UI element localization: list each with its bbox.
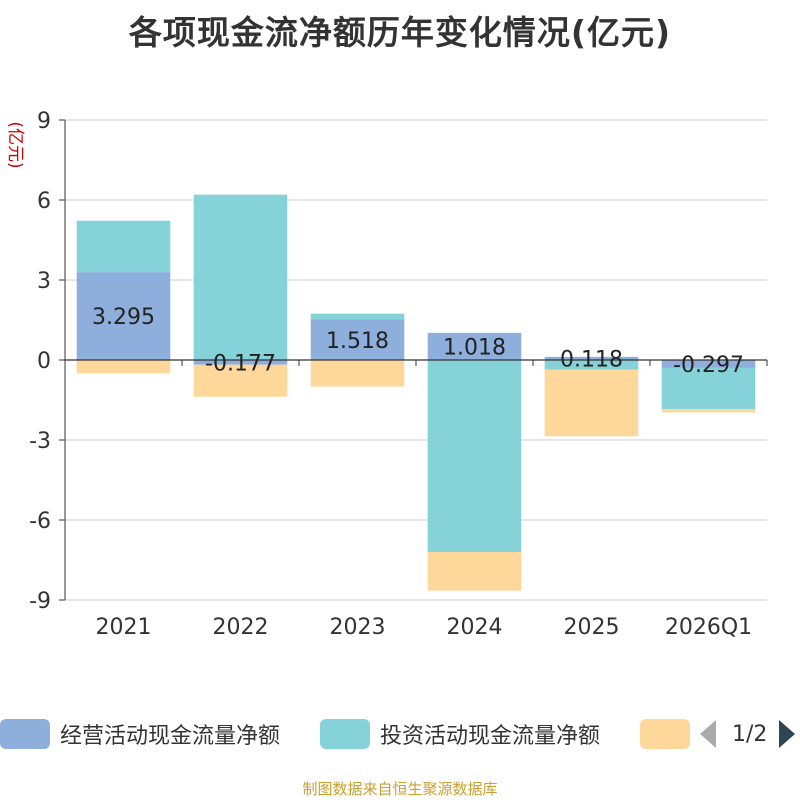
y-tick-label: 0 xyxy=(37,349,51,374)
bar-2021-投资活动现金流量净额[interactable] xyxy=(76,220,171,273)
legend-pager: 1/2 xyxy=(700,717,796,751)
bar-2021-经营活动现金流量净额[interactable] xyxy=(76,272,171,360)
x-tick-label: 2021 xyxy=(96,615,152,640)
y-tick-label: 9 xyxy=(37,109,51,134)
legend-swatch-operating xyxy=(0,719,50,749)
data-label: 1.018 xyxy=(443,335,506,360)
data-label: 0.118 xyxy=(560,347,623,372)
pager-prev-icon[interactable] xyxy=(700,720,716,748)
source-note: 制图数据来自恒生聚源数据库 xyxy=(302,780,498,798)
legend-label-investing: 投资活动现金流量净额 xyxy=(380,724,601,749)
bar-2025-经营活动现金流量净额[interactable] xyxy=(544,356,639,360)
data-label: -0.177 xyxy=(205,351,276,376)
bar-2024-经营活动现金流量净额[interactable] xyxy=(427,332,522,360)
bar-2026Q1-筹资活动现金流量净额[interactable] xyxy=(661,409,756,413)
bar-2025-筹资活动现金流量净额[interactable] xyxy=(544,369,639,437)
y-tick-label: 6 xyxy=(37,189,51,214)
bar-2021-筹资活动现金流量净额[interactable] xyxy=(76,360,171,374)
bar-2022-筹资活动现金流量净额[interactable] xyxy=(193,364,288,397)
legend-item-financing[interactable] xyxy=(640,717,690,751)
legend-swatch-investing xyxy=(320,719,370,749)
legend-label-operating: 经营活动现金流量净额 xyxy=(60,724,281,749)
bar-2024-筹资活动现金流量净额[interactable] xyxy=(427,552,522,591)
bar-2024-投资活动现金流量净额[interactable] xyxy=(427,360,522,552)
bar-2025-投资活动现金流量净额[interactable] xyxy=(544,360,639,370)
bar-2023-筹资活动现金流量净额[interactable] xyxy=(310,360,405,387)
bar-2022-经营活动现金流量净额[interactable] xyxy=(193,360,288,365)
bar-2026Q1-经营活动现金流量净额[interactable] xyxy=(661,360,756,368)
pager-text: 1/2 xyxy=(732,721,768,747)
bar-2023-经营活动现金流量净额[interactable] xyxy=(310,319,405,360)
pager-next-icon[interactable] xyxy=(779,720,796,748)
y-axis-label: (亿元) xyxy=(5,121,25,168)
legend-item-investing[interactable]: 投资活动现金流量净额 xyxy=(320,717,600,751)
chart-legend: 经营活动现金流量净额 投资活动现金流量净额 xyxy=(0,717,800,751)
x-tick-label: 2024 xyxy=(447,615,503,640)
data-label: 3.295 xyxy=(92,305,155,330)
y-tick-label: -9 xyxy=(29,589,51,614)
x-tick-label: 2026Q1 xyxy=(665,615,752,640)
legend-swatch-financing xyxy=(640,719,690,749)
bar-2026Q1-投资活动现金流量净额[interactable] xyxy=(661,367,756,410)
y-tick-label: -6 xyxy=(29,509,51,534)
x-tick-label: 2022 xyxy=(213,615,269,640)
data-label: -0.297 xyxy=(673,353,744,378)
bar-2023-投资活动现金流量净额[interactable] xyxy=(310,313,405,320)
legend-item-operating[interactable]: 经营活动现金流量净额 xyxy=(0,717,280,751)
bar-2022-投资活动现金流量净额[interactable] xyxy=(193,194,288,360)
y-tick-label: -3 xyxy=(29,429,51,454)
x-tick-label: 2023 xyxy=(330,615,386,640)
data-label: 1.518 xyxy=(326,329,389,354)
x-tick-label: 2025 xyxy=(564,615,620,640)
y-tick-label: 3 xyxy=(37,269,51,294)
chart-title: 各项现金流净额历年变化情况(亿元) xyxy=(128,13,672,52)
